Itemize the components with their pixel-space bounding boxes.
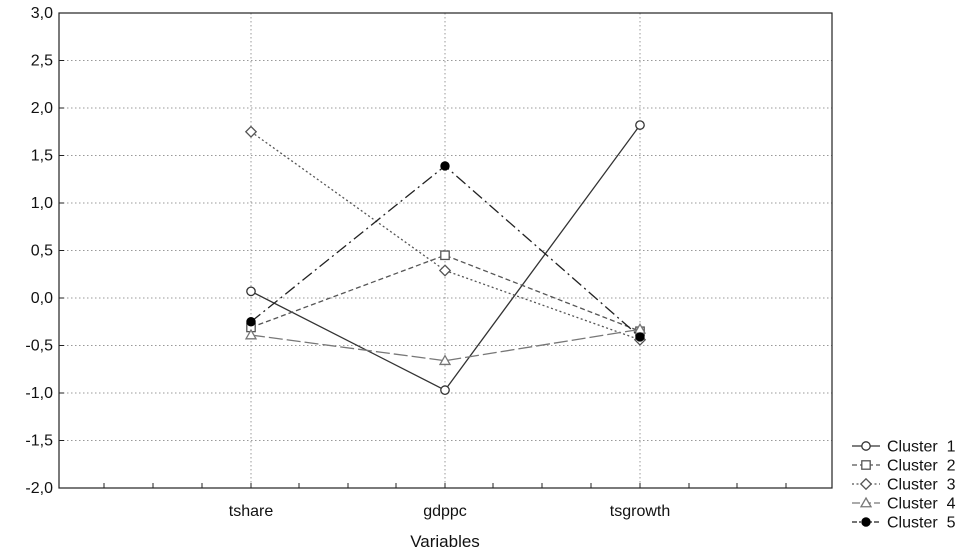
y-tick-label: -2,0 (25, 480, 53, 497)
legend-marker (859, 496, 873, 508)
y-tick-label: 0,0 (31, 290, 53, 307)
legend-marker (861, 460, 871, 470)
y-tick-label: 1,5 (31, 148, 53, 165)
data-point (246, 317, 256, 327)
legend-label: Cluster 2 (887, 458, 956, 475)
data-point (438, 354, 452, 366)
series-group (244, 120, 647, 395)
series-cluster-4 (244, 323, 647, 366)
y-tick-label: -1,0 (25, 385, 53, 402)
y-tick-label: 2,5 (31, 53, 53, 70)
legend-item: Cluster 1 (852, 439, 956, 456)
data-point (440, 250, 450, 261)
legend-item: Cluster 2 (852, 458, 956, 475)
series-line (250, 254, 641, 332)
x-tick-label: tsgrowth (610, 503, 670, 520)
legend-item: Cluster 4 (852, 496, 956, 513)
data-point (440, 161, 450, 171)
data-point (635, 120, 645, 130)
series-cluster-5 (246, 161, 645, 342)
x-axis-title: Variables (410, 532, 480, 551)
y-tick-label: -0,5 (25, 338, 53, 355)
legend-label: Cluster 5 (887, 515, 956, 532)
legend-marker (861, 441, 871, 451)
x-tick-label: tshare (229, 503, 274, 520)
y-tick-label: 2,0 (31, 100, 53, 117)
x-axis: tshare gdppc tsgrowth (103, 483, 787, 520)
data-point (246, 286, 256, 297)
y-tick-label: 0,5 (31, 243, 53, 260)
data-point (635, 332, 645, 342)
series-cluster-3 (244, 125, 647, 346)
y-tick-label: 1,0 (31, 195, 53, 212)
legend-label: Cluster 3 (887, 477, 956, 494)
data-point (440, 385, 450, 395)
data-point (244, 125, 258, 138)
legend-label: Cluster 4 (887, 496, 956, 513)
series-line (250, 328, 641, 362)
legend-label: Cluster 1 (887, 439, 956, 456)
series-cluster-1 (246, 120, 645, 395)
y-tick-label: 3,0 (31, 5, 53, 22)
legend-item: Cluster 5 (852, 515, 956, 532)
data-point (438, 264, 452, 277)
legend: Cluster 1 Cluster 2 Cluster 3 Cluster 4 Clus… (852, 439, 956, 532)
x-tick-label: gdppc (423, 503, 467, 520)
legend-marker (861, 517, 871, 527)
y-axis: 3,0 2,5 2,0 1,5 1,0 0,5 0,0 -0,5 -1,0 -1,5 -2,0 (25, 5, 64, 497)
grid (59, 13, 832, 488)
legend-marker (859, 477, 873, 491)
y-tick-label: -1,5 (25, 433, 53, 450)
data-point (244, 328, 258, 340)
legend-item: Cluster 3 (852, 477, 956, 494)
